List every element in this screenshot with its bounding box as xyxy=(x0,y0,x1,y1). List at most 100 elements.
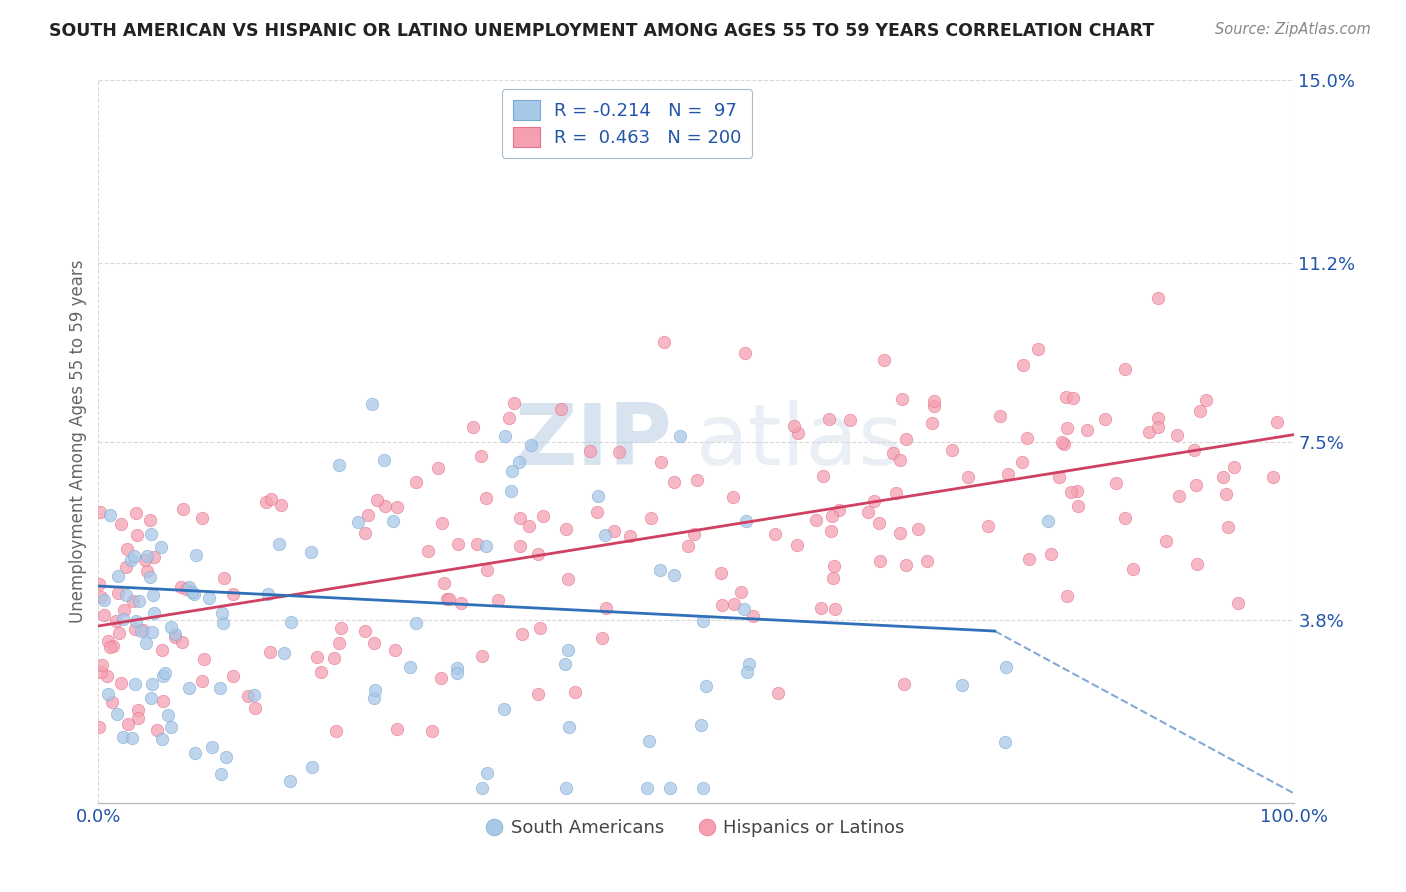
Point xyxy=(1167,489,1189,503)
Point xyxy=(554,522,576,536)
Point xyxy=(710,566,733,581)
Point xyxy=(157,707,180,722)
Point xyxy=(738,657,761,672)
Point xyxy=(1137,425,1160,439)
Legend: South Americans, Hispanics or Latinos: South Americans, Hispanics or Latinos xyxy=(479,812,912,845)
Point xyxy=(1154,534,1177,549)
Point xyxy=(107,569,129,583)
Point xyxy=(742,608,765,623)
Point xyxy=(956,469,979,483)
Point xyxy=(328,458,350,473)
Point xyxy=(1018,552,1040,566)
Point xyxy=(1054,390,1077,404)
Point xyxy=(328,636,350,650)
Point xyxy=(889,453,911,467)
Point xyxy=(208,681,231,695)
Point xyxy=(93,607,115,622)
Point xyxy=(593,527,616,541)
Point xyxy=(733,602,755,616)
Point xyxy=(494,702,516,716)
Point xyxy=(436,591,458,606)
Point xyxy=(145,723,167,737)
Point xyxy=(994,735,1017,749)
Point xyxy=(1114,510,1136,524)
Point xyxy=(125,528,148,542)
Text: ZIP: ZIP xyxy=(515,400,672,483)
Point xyxy=(564,685,586,699)
Point xyxy=(531,509,554,524)
Point xyxy=(254,495,277,509)
Point xyxy=(183,747,205,761)
Point xyxy=(122,549,145,563)
Point xyxy=(112,730,135,744)
Point xyxy=(509,511,531,525)
Point xyxy=(763,526,786,541)
Point xyxy=(256,587,278,601)
Point xyxy=(117,541,139,556)
Point xyxy=(280,615,302,629)
Point xyxy=(1223,460,1246,475)
Point xyxy=(873,352,896,367)
Point xyxy=(184,548,207,562)
Point xyxy=(325,723,347,738)
Point xyxy=(1265,415,1288,429)
Point xyxy=(418,544,440,558)
Point xyxy=(357,508,380,523)
Point xyxy=(385,722,409,736)
Point xyxy=(120,553,142,567)
Point xyxy=(124,677,146,691)
Point xyxy=(1056,421,1078,435)
Point xyxy=(922,399,945,413)
Point xyxy=(181,585,204,599)
Point xyxy=(97,633,120,648)
Point xyxy=(810,601,832,615)
Point xyxy=(150,642,173,657)
Point xyxy=(1216,520,1239,534)
Point xyxy=(896,432,918,446)
Point xyxy=(766,685,789,699)
Text: Source: ZipAtlas.com: Source: ZipAtlas.com xyxy=(1215,22,1371,37)
Point xyxy=(127,703,149,717)
Point xyxy=(242,689,264,703)
Point xyxy=(260,492,283,507)
Point xyxy=(193,651,215,665)
Point xyxy=(1212,469,1234,483)
Point xyxy=(259,645,281,659)
Point xyxy=(329,621,352,635)
Point xyxy=(907,522,929,536)
Point xyxy=(270,498,292,512)
Point xyxy=(115,589,138,603)
Point xyxy=(152,668,174,682)
Point xyxy=(592,631,614,645)
Point xyxy=(557,720,579,734)
Point xyxy=(463,420,485,434)
Point xyxy=(1060,485,1083,500)
Point xyxy=(721,490,744,504)
Point xyxy=(1185,557,1208,571)
Point xyxy=(817,412,839,426)
Point xyxy=(364,682,387,697)
Point xyxy=(353,525,375,540)
Point xyxy=(1147,291,1170,305)
Point xyxy=(735,514,758,528)
Point xyxy=(427,460,450,475)
Point xyxy=(135,636,157,650)
Point xyxy=(177,580,200,594)
Point xyxy=(1049,469,1071,483)
Point xyxy=(236,689,259,703)
Point xyxy=(122,593,145,607)
Point xyxy=(138,570,160,584)
Point xyxy=(1146,420,1168,434)
Point xyxy=(160,620,183,634)
Point xyxy=(588,489,610,503)
Point xyxy=(87,577,110,591)
Point xyxy=(486,592,509,607)
Point xyxy=(477,563,499,577)
Point xyxy=(170,580,193,594)
Point xyxy=(527,687,550,701)
Point xyxy=(212,571,235,585)
Point xyxy=(179,681,201,695)
Point xyxy=(91,657,114,672)
Point xyxy=(475,491,498,505)
Point xyxy=(1015,431,1038,445)
